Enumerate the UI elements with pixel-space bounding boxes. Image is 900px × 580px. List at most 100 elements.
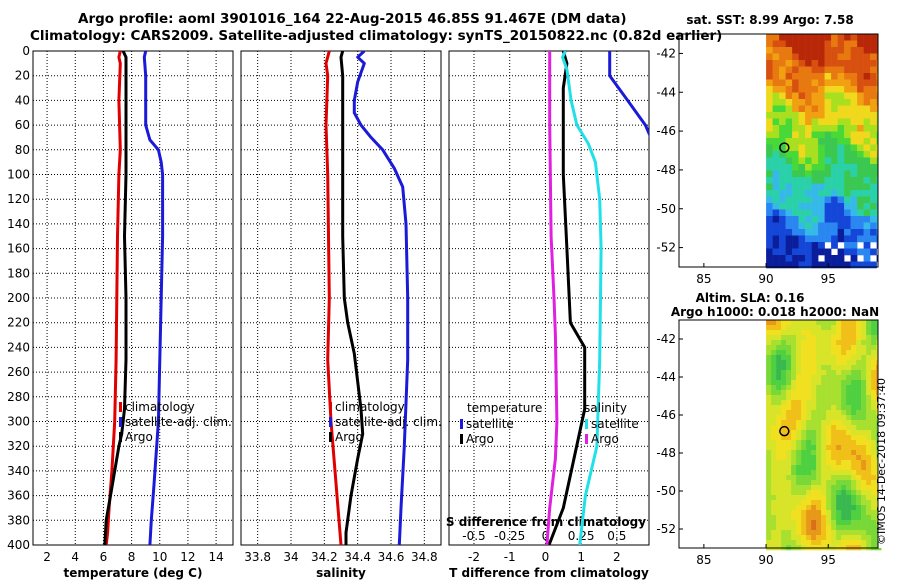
sla-cell <box>826 360 832 366</box>
sst-cell <box>870 131 877 139</box>
sla-cell <box>836 510 842 516</box>
sla-cell <box>806 480 812 486</box>
sst-cell <box>805 209 812 217</box>
sla-cell <box>836 395 842 401</box>
sla-cell <box>861 465 867 471</box>
sla-cell <box>806 320 812 326</box>
sla-cell <box>781 385 787 391</box>
sst-cell <box>837 255 845 262</box>
map-lat-label: -48 <box>656 163 676 177</box>
sla-cell <box>871 530 877 536</box>
sst-cell <box>857 34 864 41</box>
sla-cell <box>841 345 847 351</box>
sla-cell <box>801 440 807 446</box>
sst-cell <box>792 118 799 126</box>
sst-cell <box>779 190 786 197</box>
sst-cell <box>863 183 871 191</box>
sla-cell <box>866 415 872 421</box>
sst-cell <box>818 34 825 41</box>
sst-cell <box>785 203 793 210</box>
sla-cell <box>816 435 822 441</box>
sla-cell <box>831 455 837 461</box>
sla-cell <box>821 405 827 411</box>
sla-cell <box>806 430 812 436</box>
sla-cell <box>856 415 862 421</box>
sst-cell <box>805 66 812 74</box>
sla-cell <box>856 465 862 471</box>
sst-cell <box>857 183 864 191</box>
sst-cell <box>831 131 838 139</box>
sla-cell <box>801 470 807 476</box>
sla-cell <box>861 365 867 371</box>
sla-cell <box>841 515 847 521</box>
sla-cell <box>826 375 832 381</box>
sla-cell <box>771 410 777 416</box>
sla-cell <box>796 465 802 471</box>
sla-cell <box>861 450 867 456</box>
sla-cell <box>806 510 812 516</box>
x-tick-label-difference: 1 <box>577 550 585 564</box>
sst-cell <box>805 177 812 184</box>
sla-cell <box>796 415 802 421</box>
sst-cell <box>844 177 851 184</box>
sla-cell <box>826 405 832 411</box>
map-lon-label: 95 <box>821 272 836 286</box>
sla-cell <box>851 410 857 416</box>
sst-cell <box>837 73 845 80</box>
sla-cell <box>821 475 827 481</box>
sst-cell <box>798 86 806 93</box>
sst-cell <box>824 40 832 48</box>
sst-cell <box>837 183 845 191</box>
sst-cell <box>824 53 832 61</box>
sst-cell <box>779 164 786 171</box>
sst-cell <box>818 131 825 139</box>
sst-cell <box>805 131 812 139</box>
sla-cell <box>821 385 827 391</box>
sst-cell <box>850 216 858 223</box>
sst-cell <box>831 183 838 191</box>
sla-cell <box>811 410 817 416</box>
sla-cell <box>856 435 862 441</box>
sla-cell <box>786 395 792 401</box>
sla-cell <box>816 455 822 461</box>
sla-cell <box>871 365 877 371</box>
sla-cell <box>806 335 812 341</box>
sst-cell <box>837 190 845 197</box>
sla-cell <box>826 455 832 461</box>
sla-cell <box>866 435 872 441</box>
sst-cell <box>831 105 838 113</box>
sla-cell <box>856 535 862 541</box>
sla-cell <box>781 375 787 381</box>
sla-cell <box>861 505 867 511</box>
sla-cell <box>871 410 877 416</box>
sla-cell <box>801 395 807 401</box>
sla-cell <box>806 345 812 351</box>
sst-cell <box>811 261 819 269</box>
legend-label-satellite: satellite-adj. clim. <box>335 415 442 429</box>
sla-cell <box>791 410 797 416</box>
sst-cell <box>857 131 864 139</box>
sst-cell <box>798 73 806 80</box>
sla-cell <box>861 500 867 506</box>
sla-cell <box>871 510 877 516</box>
sla-cell <box>871 525 877 531</box>
sla-cell <box>851 440 857 446</box>
sst-cell <box>818 170 825 178</box>
sla-cell <box>851 340 857 346</box>
sla-cell <box>816 440 822 446</box>
sla-cell <box>851 535 857 541</box>
sla-cell <box>841 320 847 326</box>
sst-cell <box>837 99 845 106</box>
sst-cell <box>772 99 780 106</box>
map-lat-label: -50 <box>656 484 676 498</box>
sst-cell <box>811 209 819 217</box>
sla-cell <box>786 400 792 406</box>
sst-cell <box>818 216 825 223</box>
sla-cell <box>791 415 797 421</box>
sla-cell <box>771 480 777 486</box>
sla-cell <box>846 525 852 531</box>
sla-cell <box>831 500 837 506</box>
sst-cell <box>837 157 845 165</box>
sla-cell <box>811 400 817 406</box>
depth-tick-label: 120 <box>7 192 30 206</box>
